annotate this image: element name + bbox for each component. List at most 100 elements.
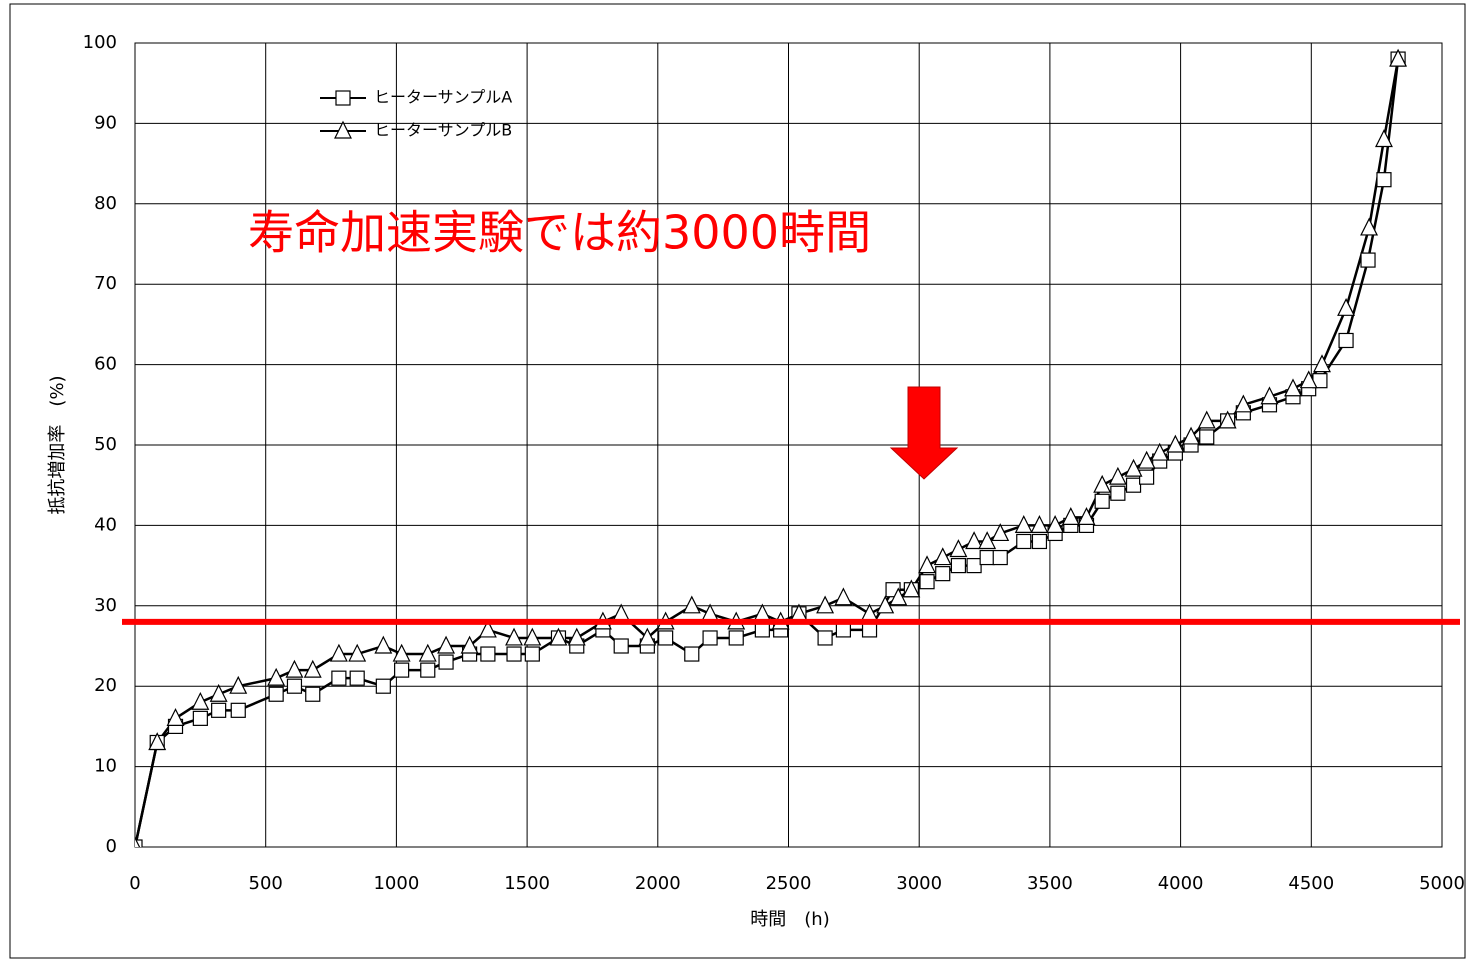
- y-tick-label: 40: [94, 514, 117, 535]
- marker: [374, 635, 393, 654]
- x-tick-label: 0: [129, 873, 140, 894]
- marker: [1031, 533, 1048, 550]
- marker: [1389, 48, 1408, 67]
- marker: [335, 90, 351, 106]
- marker: [834, 587, 853, 606]
- marker: [303, 659, 322, 678]
- marker: [285, 659, 304, 678]
- legend: ヒーターサンプルA ヒーターサンプルB: [320, 88, 512, 140]
- marker: [420, 662, 436, 678]
- arrow: [889, 386, 959, 480]
- marker: [505, 627, 524, 646]
- marker: [992, 549, 1008, 566]
- marker: [348, 643, 367, 662]
- marker: [209, 683, 228, 702]
- marker: [753, 603, 772, 622]
- marker: [1014, 515, 1033, 534]
- marker: [876, 595, 895, 614]
- marker: [286, 678, 303, 694]
- marker: [991, 523, 1010, 542]
- marker: [638, 627, 657, 646]
- marker: [702, 630, 718, 646]
- legend-label: ヒーターサンプルA: [374, 88, 512, 107]
- marker: [394, 662, 410, 678]
- x-tick-label: 2500: [766, 873, 812, 894]
- marker: [267, 667, 286, 686]
- marker: [211, 702, 227, 718]
- marker: [919, 574, 935, 590]
- y-tick-label: 60: [94, 354, 117, 375]
- marker: [191, 691, 210, 710]
- marker: [966, 557, 982, 574]
- marker: [933, 547, 952, 566]
- x-tick-label: 4500: [1288, 873, 1334, 894]
- marker: [1110, 485, 1126, 501]
- marker: [331, 670, 347, 686]
- plot-border: [134, 42, 1443, 848]
- marker: [1360, 217, 1379, 236]
- marker: [902, 579, 921, 598]
- marker: [935, 566, 951, 582]
- marker: [728, 630, 744, 646]
- marker: [1360, 252, 1376, 268]
- marker: [1093, 474, 1112, 493]
- series-line: [135, 58, 1400, 847]
- marker: [305, 686, 321, 702]
- y-tick-label: 0: [106, 836, 117, 857]
- marker: [979, 549, 995, 566]
- data-layer: [135, 48, 1408, 847]
- marker: [965, 531, 984, 550]
- marker: [268, 686, 284, 702]
- marker: [613, 638, 629, 654]
- marker: [684, 646, 700, 662]
- marker: [375, 678, 391, 694]
- annotation: 寿命加速実験では約3000時間: [248, 206, 871, 260]
- marker: [1046, 515, 1065, 534]
- marker: [567, 627, 586, 646]
- marker: [392, 643, 411, 662]
- marker: [460, 635, 479, 654]
- legend-label: ヒーターサンプルB: [374, 121, 512, 140]
- y-tick-label: 100: [83, 32, 117, 53]
- marker: [478, 619, 497, 638]
- y-tick-label: 20: [94, 675, 117, 696]
- marker: [1234, 394, 1253, 413]
- marker: [1137, 450, 1156, 469]
- marker: [861, 622, 878, 638]
- marker: [1260, 386, 1279, 405]
- marker: [1108, 466, 1127, 485]
- marker: [329, 643, 348, 662]
- marker: [1338, 332, 1354, 349]
- marker: [835, 622, 851, 638]
- x-axis-label: 時間 (h): [750, 909, 829, 930]
- marker: [1150, 442, 1169, 461]
- marker: [817, 630, 833, 646]
- marker: [1376, 172, 1392, 188]
- marker: [166, 708, 185, 726]
- x-tick-label: 3500: [1027, 873, 1073, 894]
- marker: [135, 839, 143, 847]
- marker: [978, 531, 997, 550]
- marker: [1124, 458, 1143, 477]
- marker: [1374, 129, 1393, 148]
- marker: [349, 670, 365, 686]
- x-tick-label: 2000: [635, 873, 681, 894]
- x-tick-label: 1500: [504, 873, 550, 894]
- grid: [134, 42, 1443, 848]
- y-tick-label: 70: [94, 273, 117, 294]
- marker: [860, 603, 879, 622]
- marker: [148, 732, 167, 751]
- x-tick-label: 3000: [896, 873, 942, 894]
- marker: [658, 630, 674, 646]
- marker: [1125, 477, 1142, 493]
- marker: [918, 555, 937, 574]
- y-tick-label: 30: [94, 595, 117, 616]
- marker: [1094, 493, 1110, 509]
- y-tick-label: 10: [94, 756, 117, 777]
- x-tick-label: 1000: [373, 873, 419, 894]
- marker: [1299, 370, 1318, 389]
- marker: [437, 635, 456, 654]
- marker: [1313, 354, 1331, 373]
